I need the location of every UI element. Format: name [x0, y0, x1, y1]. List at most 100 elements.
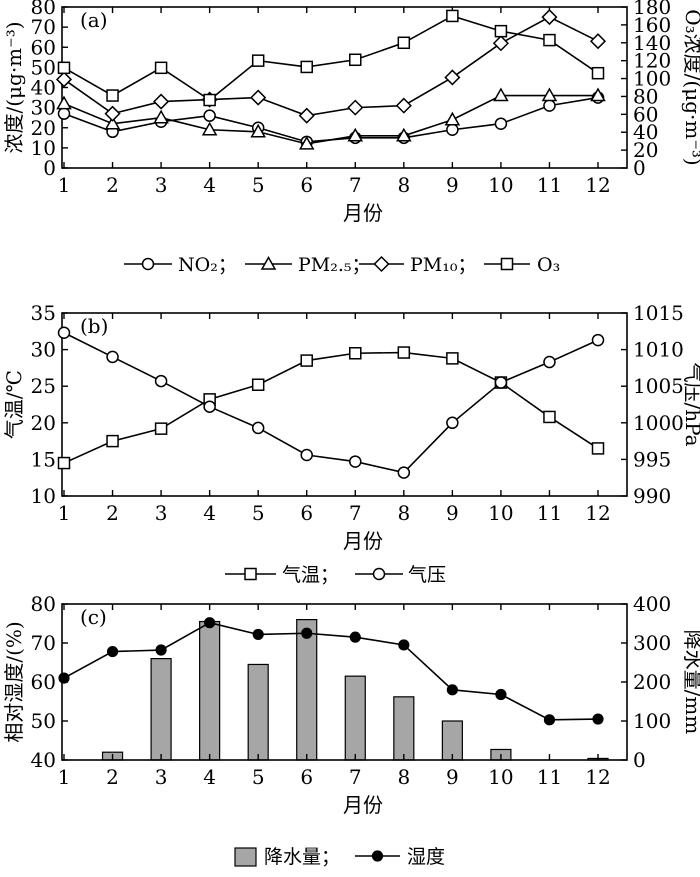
x-tick-label: 7 [349, 765, 362, 789]
data-point [493, 87, 509, 102]
data-point [104, 105, 121, 122]
data-point [57, 326, 71, 340]
data-point [251, 421, 265, 435]
data-point [590, 87, 606, 102]
data-point [154, 374, 168, 388]
x-tick-label: 2 [106, 765, 119, 789]
x-tick-label: 8 [397, 173, 410, 197]
x-tick-label: 9 [446, 173, 459, 197]
legend-label: O₃ [537, 254, 560, 276]
data-point [298, 107, 315, 124]
data-point [153, 93, 170, 110]
series-line [63, 351, 599, 464]
data-point [57, 61, 71, 75]
precip-bar [150, 657, 172, 761]
data-point [154, 422, 168, 435]
data-point [252, 628, 264, 641]
data-point [446, 352, 459, 365]
data-point [592, 713, 604, 725]
data-point [543, 99, 556, 112]
x-tick-label: 12 [585, 173, 610, 197]
data-point [543, 410, 556, 424]
data-point [492, 35, 509, 52]
precip-bar [344, 675, 366, 761]
y-tick-label-right: 1010 [633, 338, 684, 362]
data-point [251, 378, 265, 391]
data-point [446, 416, 459, 430]
data-point [106, 350, 119, 364]
y-tick-label-right: 1000 [633, 411, 684, 435]
panel-2: 1 2 3 4 5 6 7 8 9 10 11 1240506070800100200300400(c… [2, 592, 700, 868]
x-tick-label: 12 [585, 501, 610, 525]
y-tick-label-left: 80 [31, 592, 56, 616]
data-point [250, 89, 267, 106]
data-point [349, 631, 361, 643]
y-tick-label-right: 0 [633, 748, 646, 772]
x-tick-label: 11 [537, 173, 562, 197]
y-tick-label-right: 140 [633, 31, 671, 55]
y-tick-label-right: 995 [633, 447, 671, 471]
x-axis-label: 月份 [343, 529, 383, 553]
series-line [63, 332, 599, 474]
x-tick-label: 5 [252, 765, 265, 789]
x-axis-label: 月份 [343, 201, 383, 225]
y-axis-label-right: 降水量/mm [681, 630, 700, 735]
data-point [395, 97, 412, 114]
y-tick-label-right: 990 [633, 484, 671, 508]
y-tick-label-right: 1005 [633, 374, 684, 398]
y-tick-label-left: 70 [31, 631, 56, 655]
data-point [396, 127, 412, 142]
y-tick-label-right: 300 [633, 631, 671, 655]
y-tick-label-left: 60 [31, 670, 56, 694]
x-tick-label: 5 [252, 173, 265, 197]
panel-label: (b) [80, 314, 108, 338]
y-tick-label-right: 200 [633, 670, 671, 694]
series-line [63, 15, 599, 102]
x-tick-label: 6 [300, 501, 313, 525]
data-point [494, 376, 508, 389]
data-point [543, 355, 556, 369]
legend-bar-swatch [234, 847, 257, 867]
legend-marker [373, 255, 390, 273]
legend-label: 气压 [408, 564, 446, 586]
x-tick-label: 9 [446, 501, 459, 525]
x-tick-label: 5 [252, 501, 265, 525]
data-point [446, 9, 459, 23]
x-tick-label: 7 [349, 173, 362, 197]
data-point [57, 456, 71, 470]
panel-0: 1 2 3 4 5 6 7 8 9 10 11 120102030405060708002040608… [2, 0, 700, 276]
data-point [541, 87, 558, 102]
x-tick-label: 10 [488, 501, 513, 525]
precip-bar [393, 696, 415, 761]
data-point [153, 109, 169, 124]
panel-label: (a) [80, 8, 108, 32]
data-point [397, 346, 411, 359]
data-point [204, 617, 216, 629]
y-tick-label-right: 100 [633, 67, 671, 91]
y-tick-label-right: 180 [633, 0, 671, 19]
data-point [543, 33, 556, 47]
data-point [444, 111, 461, 126]
x-tick-label: 1 [58, 173, 71, 197]
panel-label: (c) [80, 605, 107, 629]
x-axis-label: 月份 [343, 793, 383, 817]
data-point [57, 107, 71, 120]
series-line [63, 94, 598, 145]
y-axis-label-left: 相对湿度/(%) [2, 621, 26, 742]
y-tick-label-right: 160 [633, 13, 671, 37]
x-tick-label: 6 [300, 765, 313, 789]
x-tick-label: 6 [300, 173, 313, 197]
legend-label: 降水量； [264, 846, 340, 868]
x-tick-label: 11 [537, 765, 562, 789]
legend-label: PM₁₀； [410, 254, 476, 276]
data-point [300, 448, 313, 462]
data-point [203, 93, 216, 107]
x-tick-label: 3 [155, 173, 168, 197]
legend-marker [244, 567, 257, 581]
x-tick-label: 4 [203, 173, 216, 197]
legend-label: PM₂.₅； [298, 254, 371, 276]
data-point [444, 69, 461, 86]
y-tick-label-left: 10 [31, 484, 56, 508]
y-tick-label-left: 25 [31, 374, 56, 398]
